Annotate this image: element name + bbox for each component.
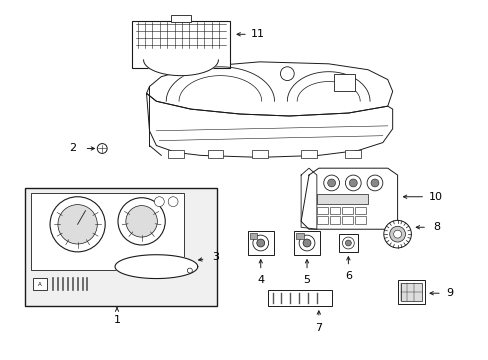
Circle shape	[50, 197, 105, 252]
Circle shape	[168, 197, 178, 207]
Bar	[267, 290, 331, 306]
Bar	[316, 207, 327, 215]
Text: 11: 11	[250, 29, 264, 39]
Polygon shape	[115, 255, 197, 279]
Bar	[333, 74, 355, 91]
Bar	[294, 231, 319, 255]
Circle shape	[125, 206, 157, 237]
Text: 5: 5	[303, 275, 310, 285]
Bar	[397, 280, 424, 304]
Text: 1: 1	[113, 315, 120, 325]
Text: 2: 2	[69, 144, 77, 153]
Bar	[33, 278, 47, 290]
Circle shape	[299, 235, 314, 251]
Text: 9: 9	[446, 288, 452, 298]
Bar	[355, 216, 366, 224]
Bar	[355, 207, 366, 215]
Polygon shape	[146, 62, 392, 116]
Bar	[342, 216, 352, 224]
Circle shape	[389, 226, 405, 242]
Bar	[168, 150, 183, 158]
Text: A: A	[38, 282, 42, 287]
Bar	[247, 231, 273, 255]
Bar	[316, 194, 367, 204]
Polygon shape	[146, 93, 392, 157]
Circle shape	[252, 235, 268, 251]
Polygon shape	[143, 60, 218, 76]
Bar	[207, 150, 223, 158]
Circle shape	[345, 240, 350, 246]
Circle shape	[393, 230, 401, 238]
Circle shape	[370, 179, 378, 187]
Circle shape	[348, 179, 357, 187]
Circle shape	[280, 67, 294, 81]
Bar	[345, 150, 361, 158]
Polygon shape	[301, 168, 316, 229]
Bar	[301, 150, 316, 158]
Circle shape	[327, 179, 335, 187]
Text: 7: 7	[315, 323, 322, 333]
Polygon shape	[301, 168, 397, 229]
Text: 10: 10	[428, 192, 442, 202]
Circle shape	[303, 239, 310, 247]
Circle shape	[187, 268, 192, 273]
Bar	[171, 15, 190, 22]
Circle shape	[58, 204, 97, 244]
Circle shape	[118, 198, 165, 245]
Text: 6: 6	[344, 271, 351, 282]
Bar	[329, 216, 340, 224]
Bar	[316, 216, 327, 224]
Circle shape	[383, 220, 410, 248]
Bar	[342, 207, 352, 215]
Circle shape	[345, 175, 361, 191]
Text: 3: 3	[211, 252, 219, 262]
Bar	[400, 283, 421, 301]
Bar	[296, 233, 304, 239]
Text: 4: 4	[257, 275, 264, 285]
Bar	[249, 233, 256, 239]
Bar	[31, 193, 183, 270]
Circle shape	[154, 197, 164, 207]
Circle shape	[366, 175, 382, 191]
Text: 8: 8	[432, 222, 440, 232]
Bar	[131, 21, 230, 68]
Bar	[329, 207, 340, 215]
Bar	[338, 234, 358, 252]
Circle shape	[342, 237, 353, 249]
Circle shape	[323, 175, 339, 191]
Circle shape	[256, 239, 264, 247]
Bar	[251, 150, 267, 158]
Bar	[25, 188, 217, 306]
Circle shape	[97, 144, 107, 153]
